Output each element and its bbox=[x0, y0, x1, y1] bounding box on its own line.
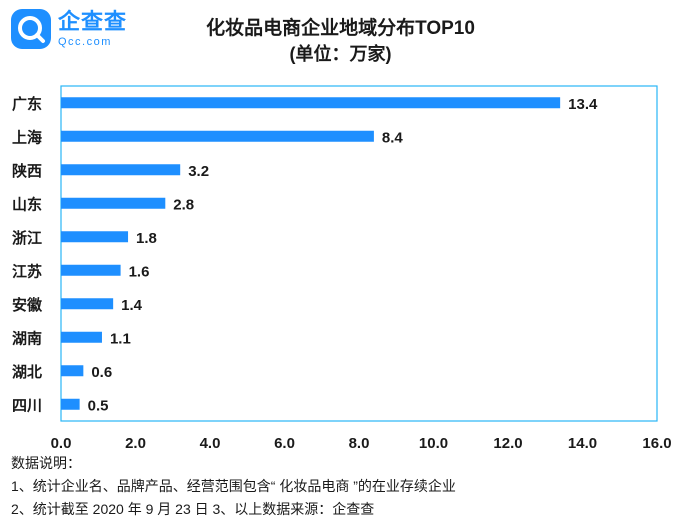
bar-9 bbox=[61, 365, 84, 377]
notes-line-1: 1、统计企业名、品牌产品、经营范围包含“ 化妆品电商 ”的在业存续企业 bbox=[11, 478, 456, 494]
x-tick-label: 0.0 bbox=[51, 435, 72, 452]
value-label: 13.4 bbox=[568, 96, 598, 113]
value-label: 8.4 bbox=[382, 129, 404, 146]
category-label: 湖南 bbox=[12, 329, 42, 347]
bar-4 bbox=[61, 197, 166, 209]
value-label: 1.6 bbox=[129, 263, 150, 280]
chart-subtitle: (单位：万家) bbox=[289, 44, 392, 64]
category-label: 江苏 bbox=[12, 262, 42, 280]
notes-line-2: 2、统计截至 2020 年 9 月 23 日 3、以上数据来源：企查查 bbox=[11, 501, 375, 517]
chart-title: 化妆品电商企业地域分布TOP10 bbox=[206, 18, 475, 39]
category-label: 广东 bbox=[12, 95, 42, 113]
plot-frame bbox=[60, 85, 658, 422]
x-tick-label: 14.0 bbox=[568, 435, 597, 452]
bar-1 bbox=[61, 97, 561, 109]
x-tick-label: 12.0 bbox=[493, 435, 522, 452]
category-label: 陕西 bbox=[12, 162, 42, 180]
category-label: 四川 bbox=[12, 397, 42, 414]
x-tick-label: 6.0 bbox=[274, 435, 295, 452]
value-label: 1.4 bbox=[121, 297, 143, 314]
brand-domain: Qcc.com bbox=[58, 35, 112, 48]
value-label: 0.6 bbox=[91, 364, 112, 381]
value-label: 2.8 bbox=[173, 196, 194, 213]
x-tick-label: 10.0 bbox=[419, 435, 448, 452]
x-tick-label: 8.0 bbox=[349, 435, 370, 452]
bar-5 bbox=[61, 231, 129, 243]
brand-logo: 企查查 Qcc.com bbox=[10, 8, 127, 50]
category-label: 山东 bbox=[12, 195, 42, 213]
x-tick-label: 2.0 bbox=[125, 435, 146, 452]
notes-heading: 数据说明： bbox=[11, 455, 81, 471]
bar-8 bbox=[61, 331, 102, 343]
bar-6 bbox=[61, 264, 121, 276]
category-label: 安徽 bbox=[12, 296, 43, 314]
data-notes: 数据说明： 1、统计企业名、品牌产品、经营范围包含“ 化妆品电商 ”的在业存续企… bbox=[11, 452, 456, 521]
bar-7 bbox=[61, 298, 114, 310]
bar-10 bbox=[61, 398, 80, 410]
value-label: 1.8 bbox=[136, 230, 157, 247]
category-label: 浙江 bbox=[12, 229, 42, 247]
brand-name: 企查查 bbox=[58, 8, 128, 34]
x-tick-label: 4.0 bbox=[200, 435, 221, 452]
value-label: 0.5 bbox=[88, 397, 109, 414]
category-label: 上海 bbox=[12, 128, 42, 146]
bar-3 bbox=[61, 164, 181, 176]
x-tick-label: 16.0 bbox=[642, 435, 671, 452]
value-label: 3.2 bbox=[188, 163, 209, 180]
bar-2 bbox=[61, 130, 374, 142]
qcc-logo-icon bbox=[11, 9, 51, 49]
category-label: 湖北 bbox=[12, 364, 42, 381]
value-label: 1.1 bbox=[110, 330, 131, 347]
